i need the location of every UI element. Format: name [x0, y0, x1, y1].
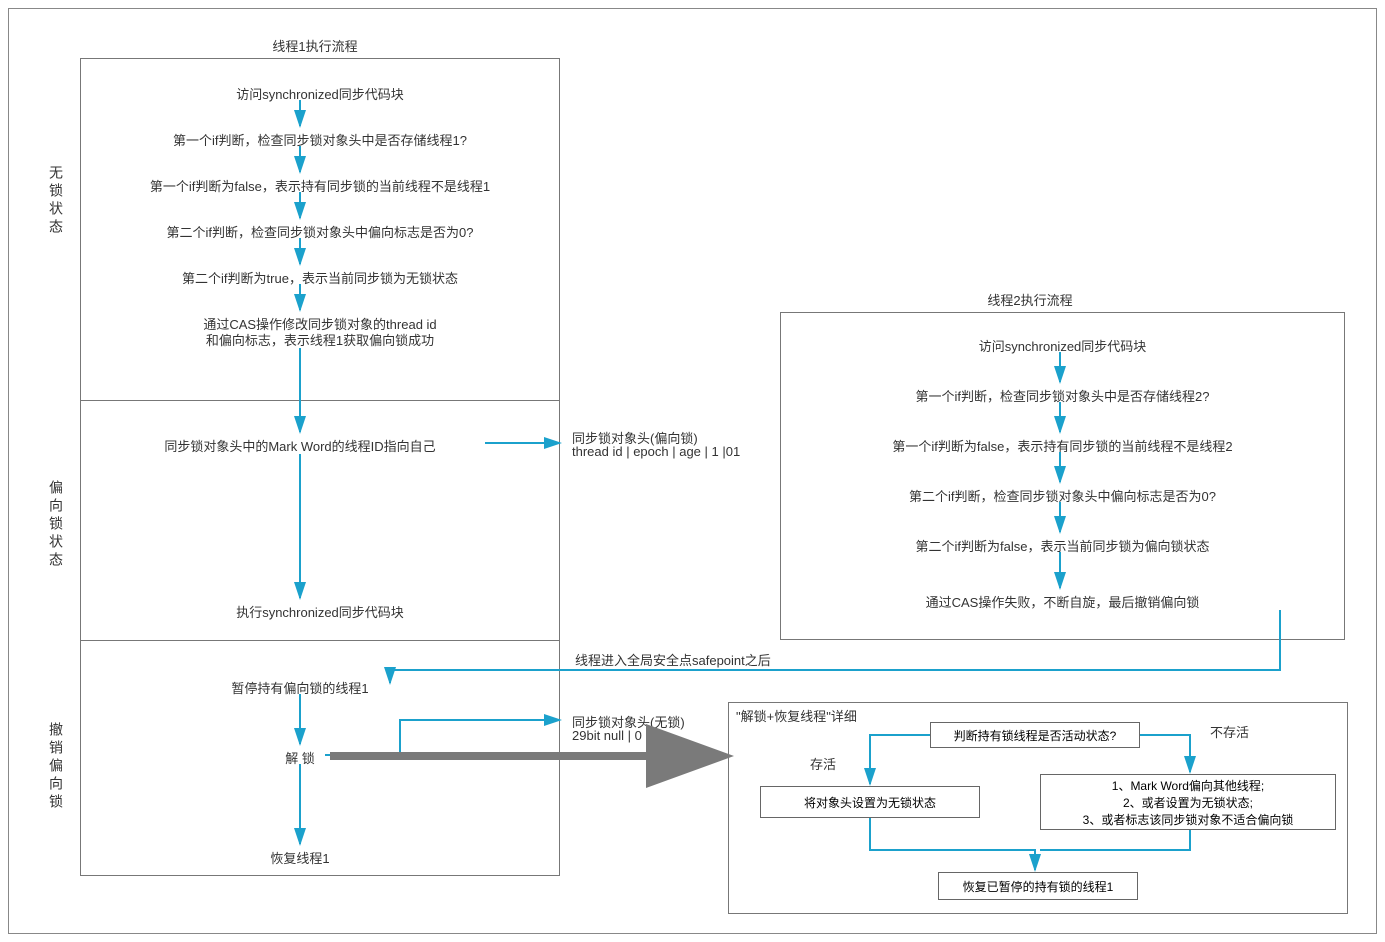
t1-n2: 第一个if判断，检查同步锁对象头中是否存储线程1? [100, 130, 540, 149]
detail-resume-label: 恢复已暂停的持有锁的线程1 [963, 878, 1114, 895]
biased-hdr2: thread id | epoch | age | 1 |01 [572, 444, 740, 459]
detail-resume: 恢复已暂停的持有锁的线程1 [938, 872, 1138, 900]
safepoint-label: 线程进入全局安全点safepoint之后 [575, 650, 771, 669]
detail-title: "解锁+恢复线程"详细 [736, 706, 857, 725]
unlock-hdr2: 29bit null | 0 |01 [572, 728, 663, 743]
t1-n6b: 和偏向标志，表示线程1获取偏向锁成功 [100, 330, 540, 349]
t1-n1: 访问synchronized同步代码块 [100, 84, 540, 103]
t2-t6: 通过CAS操作失败，不断自旋，最后撤销偏向锁 [790, 592, 1335, 611]
sep1 [80, 400, 560, 401]
detail-right1: 1、Mark Word偏向其他线程; [1112, 777, 1264, 794]
title-thread2: 线程2执行流程 [940, 290, 1120, 309]
sep2 [80, 640, 560, 641]
detail-d1-label: 判断持有锁线程是否活动状态? [954, 727, 1117, 744]
t2-t1: 访问synchronized同步代码块 [790, 336, 1335, 355]
detail-right2: 2、或者设置为无锁状态; [1123, 794, 1253, 811]
side-label-biased: 偏向锁状态 [46, 480, 66, 570]
t1-r2: 解 锁 [100, 748, 500, 767]
title-thread1: 线程1执行流程 [255, 36, 375, 55]
side-label-nolock: 无锁状态 [46, 165, 66, 237]
t1-b2: 执行synchronized同步代码块 [100, 602, 540, 621]
thread2-box [780, 312, 1345, 640]
t1-b1: 同步锁对象头中的Mark Word的线程ID指向自己 [100, 436, 500, 455]
detail-alive: 存活 [810, 754, 836, 773]
detail-d1: 判断持有锁线程是否活动状态? [930, 722, 1140, 748]
t1-n3: 第一个if判断为false，表示持有同步锁的当前线程不是线程1 [100, 176, 540, 195]
detail-right3: 3、或者标志该同步锁对象不适合偏向锁 [1083, 811, 1294, 828]
t2-t5: 第二个if判断为false，表示当前同步锁为偏向锁状态 [790, 536, 1335, 555]
detail-right: 1、Mark Word偏向其他线程; 2、或者设置为无锁状态; 3、或者标志该同… [1040, 774, 1336, 830]
t1-r1: 暂停持有偏向锁的线程1 [100, 678, 500, 697]
detail-left-label: 将对象头设置为无锁状态 [804, 794, 936, 811]
detail-left: 将对象头设置为无锁状态 [760, 786, 980, 818]
t1-n4: 第二个if判断，检查同步锁对象头中偏向标志是否为0? [100, 222, 540, 241]
t2-t4: 第二个if判断，检查同步锁对象头中偏向标志是否为0? [790, 486, 1335, 505]
detail-dead: 不存活 [1210, 722, 1249, 741]
t1-r3: 恢复线程1 [100, 848, 500, 867]
t2-t3: 第一个if判断为false，表示持有同步锁的当前线程不是线程2 [790, 436, 1335, 455]
side-label-revoke: 撤销偏向锁 [46, 722, 66, 812]
t1-n5: 第二个if判断为true，表示当前同步锁为无锁状态 [100, 268, 540, 287]
t2-t2: 第一个if判断，检查同步锁对象头中是否存储线程2? [790, 386, 1335, 405]
